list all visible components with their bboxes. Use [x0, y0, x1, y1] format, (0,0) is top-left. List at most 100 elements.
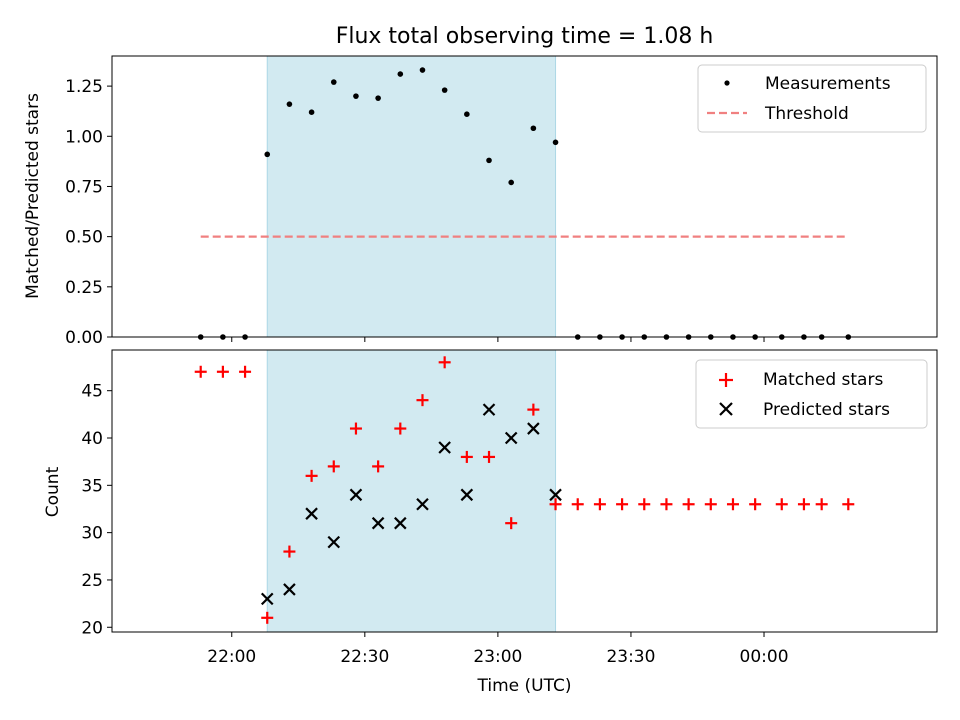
legend-predicted-label: Predicted stars — [763, 400, 890, 420]
matched-star-point — [438, 356, 451, 369]
predicted-stars-series — [260, 403, 562, 606]
legend-measurements-marker — [724, 80, 730, 86]
matched-star-point — [749, 498, 762, 511]
measurement-point — [530, 125, 537, 132]
top-y-tick-label: 1.00 — [65, 127, 103, 147]
bottom-observing-interval-shade — [266, 349, 557, 633]
matched-star-point — [372, 460, 385, 473]
x-stroke — [416, 497, 429, 511]
bottom-y-axis-ticks: 20 25 30 35 40 45 — [81, 382, 112, 638]
x-stroke — [283, 583, 296, 596]
predicted-star-point — [305, 507, 318, 520]
measurement-point — [264, 151, 271, 158]
matched-star-point — [460, 450, 473, 463]
matched-star-point — [283, 545, 296, 558]
measurement-point — [508, 179, 514, 186]
top-y-axis-label: Matched/Predicted stars — [23, 93, 43, 299]
matched-stars-series — [194, 356, 855, 624]
x-tick-label: 00:00 — [740, 647, 789, 667]
bottom-legend: Matched stars Predicted stars — [695, 359, 928, 429]
measurement-point — [330, 79, 337, 85]
measurement-point — [353, 93, 359, 99]
matched-star-point — [527, 403, 540, 416]
predicted-star-point — [283, 583, 296, 596]
x-tick-label: 23:30 — [606, 647, 655, 667]
matched-star-point — [305, 469, 318, 482]
legend-matched-label: Matched stars — [763, 370, 883, 390]
top-legend: Measurements Threshold — [697, 64, 927, 133]
x-stroke — [305, 507, 318, 520]
matched-star-point — [571, 498, 584, 511]
x-stroke — [460, 488, 474, 502]
top-y-tick-label: 1.25 — [65, 77, 103, 97]
top-panel: 0.00 0.25 0.50 0.75 1.00 1.25 Matched/Predict… — [23, 55, 938, 348]
top-y-tick-label: 0.00 — [65, 328, 103, 348]
matched-star-point — [549, 498, 562, 511]
matched-star-point — [593, 498, 606, 511]
bottom-legend-box — [695, 359, 928, 429]
predicted-star-point — [549, 488, 562, 502]
top-x-axis-ticks — [231, 337, 765, 342]
predicted-star-point — [327, 535, 341, 549]
x-stroke — [327, 535, 341, 549]
matched-star-point — [261, 611, 274, 624]
predicted-star-point — [349, 488, 363, 502]
bottom-y-tick-label: 45 — [81, 382, 103, 402]
x-tick-label: 22:30 — [340, 647, 389, 667]
x-stroke — [527, 422, 540, 435]
bottom-y-tick-label: 25 — [81, 571, 103, 591]
bottom-panel: 20 25 30 35 40 45 22:00 22:30 23:00 23:30 00:00 C… — [43, 349, 938, 696]
predicted-star-point — [260, 592, 274, 606]
x-stroke — [394, 516, 407, 530]
top-chart-title: Flux total observing time = 1.08 h — [336, 24, 714, 49]
predicted-star-point — [527, 422, 540, 435]
matched-star-point — [239, 365, 252, 378]
matched-star-point — [726, 498, 739, 511]
predicted-star-point — [371, 516, 385, 530]
legend-threshold-label: Threshold — [764, 104, 849, 124]
legend-measurements-label: Measurements — [765, 74, 891, 94]
measurement-point — [552, 139, 559, 146]
matched-star-point — [660, 498, 673, 511]
measurement-point — [375, 95, 381, 101]
top-y-tick-label: 0.75 — [65, 177, 103, 197]
predicted-star-point — [394, 516, 407, 530]
x-stroke — [504, 431, 518, 445]
matched-star-point — [815, 498, 828, 511]
top-plot-frame — [111, 55, 938, 338]
x-stroke — [438, 441, 451, 454]
top-y-tick-label: 0.50 — [65, 228, 103, 248]
bottom-x-axis-ticks: 22:00 22:30 23:00 23:30 00:00 — [207, 632, 789, 667]
matched-star-point — [638, 498, 651, 511]
x-stroke — [549, 488, 562, 502]
bottom-y-tick-label: 30 — [81, 524, 103, 544]
top-legend-box — [697, 64, 927, 133]
matched-star-point — [842, 498, 855, 511]
measurement-point — [441, 87, 448, 93]
x-axis-label: Time (UTC) — [477, 676, 572, 696]
matched-star-point — [682, 498, 695, 511]
legend-matched-marker — [719, 373, 733, 387]
bottom-y-tick-label: 35 — [81, 476, 103, 496]
top-y-tick-label: 0.25 — [65, 278, 103, 298]
matched-star-point — [505, 517, 518, 530]
matched-star-point — [483, 450, 496, 463]
bottom-shaded-region — [266, 349, 557, 633]
x-stroke — [349, 488, 363, 502]
measurement-point — [397, 71, 404, 77]
measurement-point — [286, 101, 293, 107]
matched-star-point — [775, 498, 788, 511]
bottom-y-tick-label: 20 — [81, 618, 103, 638]
bottom-y-axis-label: Count — [43, 466, 63, 517]
matched-star-point — [616, 498, 629, 511]
matched-star-point — [704, 498, 717, 511]
bottom-plot-frame — [111, 349, 938, 633]
matched-star-point — [394, 422, 407, 435]
predicted-star-point — [460, 488, 474, 502]
x-tick-label: 23:00 — [473, 647, 522, 667]
matched-star-point — [194, 365, 207, 378]
predicted-star-point — [416, 497, 429, 511]
predicted-star-point — [438, 441, 451, 454]
bottom-y-tick-label: 40 — [81, 429, 103, 449]
